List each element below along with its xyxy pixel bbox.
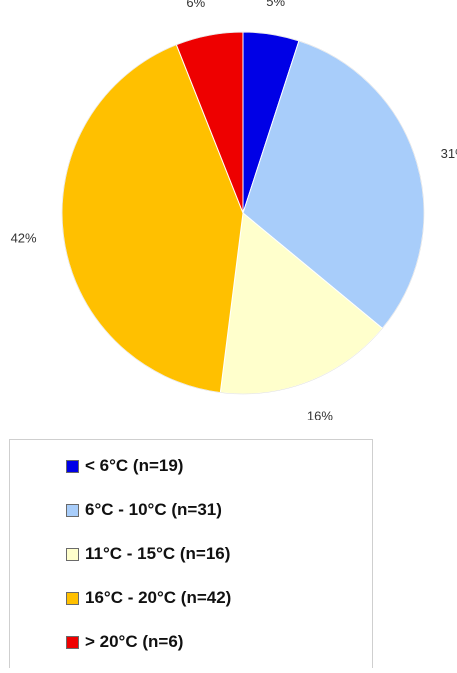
pie-percent-labels: 5% 31% 16% 42% 6% [11,0,457,420]
legend-label-3: 11°C - 15°C (n=16) [85,544,231,563]
legend-swatch-1 [66,459,79,473]
pie-chart: 5% 31% 16% 42% 6% [11,0,457,420]
legend-list: < 6°C (n=19) 6°C - 10°C (n=31) 11°C - 15°C… [66,453,231,673]
pie-slices [61,31,425,395]
pie-percent-label-4: 42% [11,231,37,246]
legend-label-4: 16°C - 20°C (n=42) [85,588,232,607]
pie-outline [61,31,425,395]
legend-label-2: 6°C - 10°C (n=31) [85,500,222,519]
legend-swatch-2 [66,503,79,517]
pie-percent-label-2: 31% [441,146,457,161]
chart-legend: < 6°C (n=19) 6°C - 10°C (n=31) 11°C - 15°C… [9,439,373,668]
legend-swatch-4 [66,591,79,605]
pie-percent-label-5: 6% [186,0,205,10]
pie-percent-label-3: 16% [307,409,333,420]
legend-swatch-3 [66,547,79,561]
legend-item-2: 6°C - 10°C (n=31) [66,497,231,523]
legend-swatch-5 [66,635,79,649]
pie-percent-label-1: 5% [266,0,285,9]
legend-item-3: 11°C - 15°C (n=16) [66,541,231,567]
legend-item-5: > 20°C (n=6) [66,629,231,655]
legend-label-1: < 6°C (n=19) [85,456,184,475]
legend-label-5: > 20°C (n=6) [85,632,184,651]
legend-item-1: < 6°C (n=19) [66,453,231,479]
legend-item-4: 16°C - 20°C (n=42) [66,585,231,611]
